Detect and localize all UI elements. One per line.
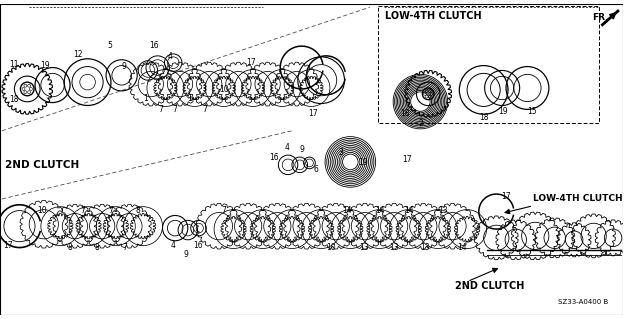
Text: 7: 7 [221,206,227,215]
Text: 7: 7 [202,105,207,114]
Text: 17: 17 [501,192,511,202]
Text: 9: 9 [121,62,126,71]
Text: 13: 13 [359,243,369,252]
Bar [378,6,600,123]
Text: FR.: FR. [591,13,608,22]
Text: 3: 3 [338,148,343,157]
Text: 7: 7 [158,105,163,114]
Text: 12: 12 [73,50,83,59]
Text: 19: 19 [40,61,49,70]
Text: 10: 10 [326,243,336,252]
Text: 18: 18 [479,113,488,122]
Text: 2ND CLUTCH: 2ND CLUTCH [5,160,79,170]
Text: 13: 13 [389,243,399,252]
Text: 10: 10 [37,206,47,215]
Text: 13: 13 [420,243,430,252]
Text: 19: 19 [499,107,508,116]
Text: 1: 1 [188,94,192,103]
Text: 17: 17 [3,241,13,250]
Text: 2: 2 [418,118,423,128]
Text: 16: 16 [193,241,202,250]
Text: 8: 8 [68,243,72,252]
Text: 18: 18 [400,109,410,118]
Text: 18: 18 [9,95,19,104]
Text: SZ33-A0400 B: SZ33-A0400 B [557,299,608,305]
Text: 9: 9 [184,250,188,259]
Text: 14: 14 [374,206,385,215]
Text: 10: 10 [219,85,228,94]
Text: 7: 7 [122,243,127,252]
Text: 17: 17 [308,109,318,118]
Text: 16: 16 [269,152,279,161]
Text: 7: 7 [173,105,178,114]
Text: 4: 4 [285,143,289,152]
Text: LOW-4TH CLUTCH: LOW-4TH CLUTCH [385,11,482,21]
Text: 17: 17 [246,58,256,67]
Text: 8: 8 [95,243,100,252]
Text: 14: 14 [458,243,467,252]
Text: 14: 14 [404,206,413,215]
Text: 13: 13 [438,206,447,215]
Text: 14: 14 [342,206,352,215]
Text: 17: 17 [402,155,412,165]
Text: 11: 11 [9,60,19,69]
Text: 2ND CLUTCH: 2ND CLUTCH [456,280,525,291]
Text: 19: 19 [358,159,368,167]
Text: 1: 1 [143,94,148,103]
Text: 7: 7 [109,206,113,215]
Text: 4: 4 [171,241,175,250]
Text: LOW-4TH CLUTCH: LOW-4TH CLUTCH [533,194,623,204]
Text: 16: 16 [149,41,159,50]
Text: 5: 5 [108,41,113,50]
Text: 7: 7 [80,206,85,215]
Text: 6: 6 [314,165,319,174]
Text: 4: 4 [168,52,173,61]
Text: 9: 9 [300,145,304,154]
Text: 15: 15 [527,107,537,116]
Text: 8: 8 [136,206,141,215]
